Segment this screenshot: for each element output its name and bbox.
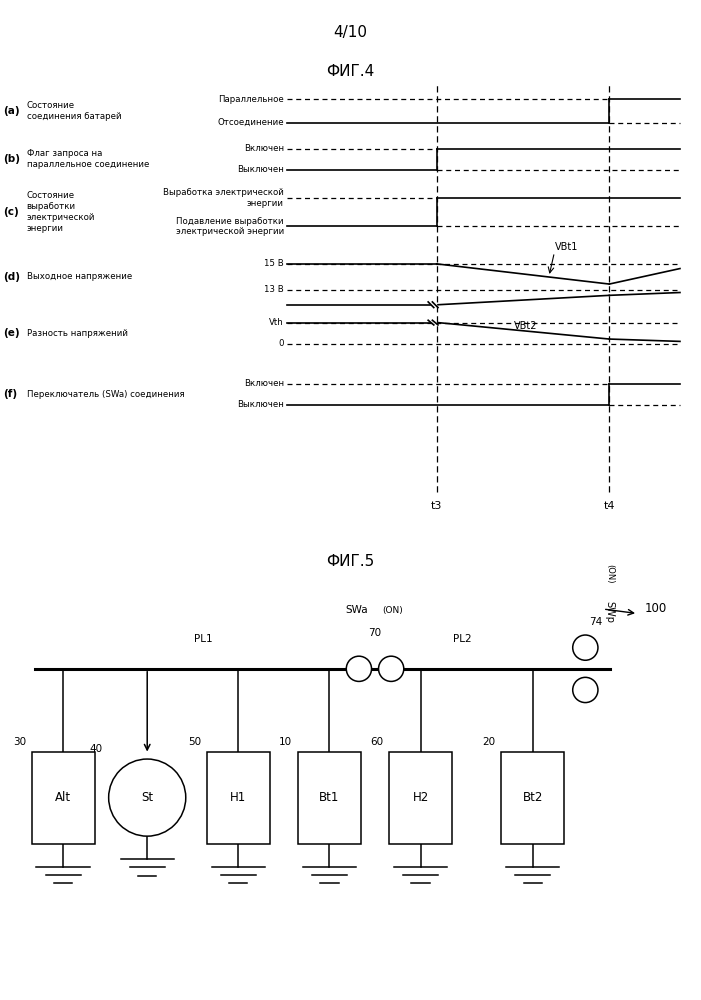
Text: Состояние
выработки
электрической
энергии: Состояние выработки электрической энерги… — [27, 191, 95, 233]
Bar — [389, 752, 452, 844]
Text: 10: 10 — [279, 737, 292, 747]
Text: PL2: PL2 — [454, 634, 472, 644]
Text: Выработка электрической
энергии: Выработка электрической энергии — [163, 188, 284, 208]
Ellipse shape — [379, 656, 404, 681]
Text: Bt1: Bt1 — [319, 791, 340, 804]
Ellipse shape — [573, 677, 598, 703]
Text: (d): (d) — [4, 272, 20, 282]
Text: Включен: Включен — [244, 144, 284, 153]
Bar — [501, 752, 564, 844]
Text: Выключен: Выключен — [237, 400, 284, 409]
Text: PL1: PL1 — [194, 634, 212, 644]
Text: SWa: SWa — [346, 605, 368, 615]
Text: H2: H2 — [412, 791, 429, 804]
Text: (ON): (ON) — [382, 606, 403, 615]
Ellipse shape — [573, 635, 598, 660]
Text: t4: t4 — [604, 501, 615, 511]
Text: (a): (a) — [4, 106, 20, 116]
Text: Vth: Vth — [269, 318, 284, 327]
Bar — [298, 752, 361, 844]
Text: Состояние
соединения батарей: Состояние соединения батарей — [27, 101, 121, 121]
Text: (e): (e) — [4, 328, 20, 338]
Text: 40: 40 — [90, 744, 103, 754]
Text: (ON): (ON) — [606, 564, 614, 584]
Text: Флаг запроса на
параллельное соединение: Флаг запроса на параллельное соединение — [27, 149, 149, 169]
Text: 13 В: 13 В — [264, 285, 284, 294]
Text: St: St — [141, 791, 154, 804]
Text: t3: t3 — [431, 501, 442, 511]
Text: 30: 30 — [13, 737, 26, 747]
Text: 50: 50 — [188, 737, 201, 747]
Bar — [207, 752, 270, 844]
Text: Подавление выработки
электрической энергии: Подавление выработки электрической энерг… — [176, 217, 284, 236]
Text: SWp: SWp — [605, 601, 615, 623]
Text: 60: 60 — [370, 737, 383, 747]
Text: 70: 70 — [369, 628, 381, 638]
Text: (f): (f) — [4, 389, 18, 399]
Text: ФИГ.5: ФИГ.5 — [327, 554, 374, 569]
Text: Включен: Включен — [244, 379, 284, 388]
Text: Переключатель (SWa) соединения: Переключатель (SWa) соединения — [27, 390, 184, 399]
Text: 4/10: 4/10 — [334, 25, 367, 40]
Text: 20: 20 — [482, 737, 496, 747]
Text: ФИГ.4: ФИГ.4 — [327, 64, 374, 79]
Text: Выключен: Выключен — [237, 165, 284, 174]
Text: (b): (b) — [4, 154, 20, 164]
Text: Параллельное: Параллельное — [218, 95, 284, 104]
Text: 15 В: 15 В — [264, 259, 284, 268]
Text: 74: 74 — [589, 617, 602, 627]
Ellipse shape — [109, 759, 186, 836]
Text: H1: H1 — [230, 791, 247, 804]
Text: 0: 0 — [278, 339, 284, 348]
Text: VBt2: VBt2 — [515, 321, 538, 331]
Bar — [32, 752, 95, 844]
Text: (c): (c) — [4, 207, 19, 217]
Text: 100: 100 — [645, 602, 667, 615]
Text: Разность напряжений: Разность напряжений — [27, 329, 128, 338]
Text: Отсоединение: Отсоединение — [217, 118, 284, 127]
Ellipse shape — [346, 656, 372, 681]
Text: Bt2: Bt2 — [522, 791, 543, 804]
Text: Выходное напряжение: Выходное напряжение — [27, 272, 132, 281]
Text: Alt: Alt — [55, 791, 72, 804]
Text: VBt1: VBt1 — [554, 242, 578, 252]
